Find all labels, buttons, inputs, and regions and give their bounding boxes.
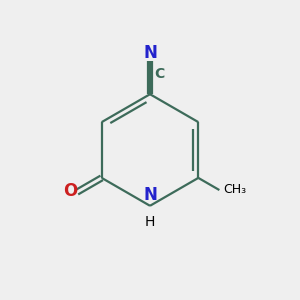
Text: H: H	[145, 215, 155, 229]
Text: O: O	[64, 182, 78, 200]
Text: CH₃: CH₃	[223, 183, 246, 196]
Text: N: N	[143, 185, 157, 203]
Text: C: C	[154, 68, 165, 82]
Text: N: N	[143, 44, 157, 62]
